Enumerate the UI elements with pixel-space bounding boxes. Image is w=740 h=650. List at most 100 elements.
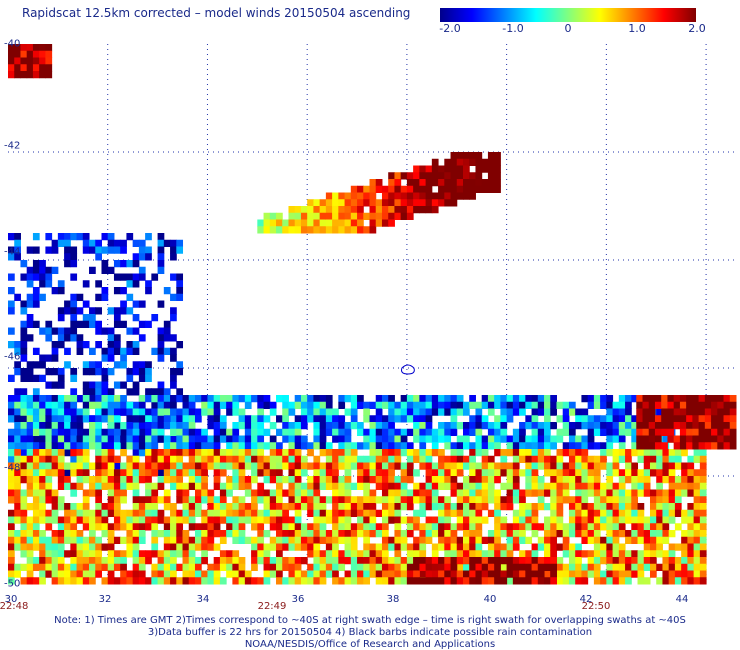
wind-cell — [674, 570, 682, 578]
wind-cell — [269, 462, 277, 470]
wind-cell — [600, 462, 607, 470]
wind-cell — [388, 503, 395, 511]
wind-cell — [363, 557, 371, 565]
wind-cell — [425, 570, 433, 578]
wind-cell — [257, 401, 265, 409]
wind-cell — [606, 428, 614, 436]
wind-cell — [113, 408, 121, 416]
wind-cell — [450, 152, 458, 160]
wind-cell — [57, 428, 65, 436]
wind-cell — [14, 516, 21, 524]
wind-cell — [32, 273, 40, 281]
wind-cell — [406, 428, 414, 436]
wind-cell — [699, 557, 707, 565]
wind-cell — [20, 449, 28, 457]
wind-cell — [89, 557, 96, 565]
wind-cell — [14, 476, 21, 484]
wind-cell — [251, 489, 258, 497]
wind-cell — [512, 476, 520, 484]
wind-cell — [375, 550, 383, 558]
wind-cell — [126, 260, 134, 268]
wind-cell — [294, 489, 302, 497]
wind-cell — [556, 516, 564, 524]
wind-cell — [550, 442, 557, 450]
wind-cell — [381, 543, 389, 551]
wind-cell — [381, 557, 389, 565]
wind-cell — [692, 428, 700, 436]
wind-cell — [693, 543, 701, 551]
wind-cell — [350, 206, 358, 214]
wind-cell — [600, 489, 607, 497]
wind-cell — [612, 557, 620, 565]
wind-cell — [600, 577, 607, 585]
wind-cell — [544, 523, 551, 531]
wind-cell — [656, 530, 663, 538]
wind-cell — [723, 408, 731, 416]
wind-cell — [95, 543, 102, 551]
wind-cell — [57, 536, 65, 544]
wind-cell — [519, 469, 526, 477]
wind-cell — [369, 179, 377, 187]
wind-cell — [375, 206, 383, 214]
wind-cell — [101, 388, 109, 396]
wind-cell — [120, 287, 127, 295]
wind-cell — [648, 442, 656, 450]
wind-cell — [531, 422, 539, 430]
wind-cell — [126, 368, 134, 376]
wind-cell — [369, 509, 377, 517]
wind-cell — [381, 435, 389, 443]
wind-cell — [388, 570, 395, 578]
lat-label: -46 — [4, 351, 21, 363]
wind-cell — [107, 462, 115, 470]
wind-cell — [692, 415, 700, 423]
wind-cell — [693, 489, 701, 497]
wind-cell — [244, 577, 252, 585]
wind-cell — [400, 192, 408, 200]
wind-cell — [194, 482, 202, 490]
wind-cell — [531, 543, 539, 551]
wind-cell — [636, 415, 644, 423]
wind-cell — [138, 550, 146, 558]
wind-cell — [201, 557, 208, 565]
wind-cell — [456, 557, 464, 565]
wind-cell — [26, 401, 34, 409]
wind-cell — [151, 401, 159, 409]
wind-cell — [45, 469, 53, 477]
wind-cell — [575, 557, 582, 565]
wind-cell — [369, 503, 377, 511]
wind-cell — [45, 401, 53, 409]
wind-cell — [729, 401, 737, 409]
wind-cell — [344, 422, 352, 430]
wind-cell — [126, 408, 134, 416]
wind-cell — [244, 536, 252, 544]
wind-cell — [450, 192, 458, 200]
colorbar-tick: 1.0 — [628, 22, 646, 35]
wind-cell — [662, 496, 670, 504]
wind-cell — [288, 503, 296, 511]
wind-cell — [463, 530, 470, 538]
wind-cell — [444, 482, 452, 490]
wind-cell — [500, 570, 508, 578]
wind-cell — [550, 469, 557, 477]
wind-cell — [456, 408, 464, 416]
wind-cell — [39, 428, 46, 436]
wind-cell — [120, 401, 127, 409]
wind-cell — [699, 577, 707, 585]
wind-cell — [70, 570, 78, 578]
wind-cell — [8, 557, 15, 565]
wind-cell — [207, 530, 215, 538]
wind-cell — [107, 530, 115, 538]
wind-cell — [57, 482, 65, 490]
wind-cell — [593, 428, 601, 436]
wind-cell — [711, 401, 718, 409]
wind-cell — [556, 557, 564, 565]
wind-cell — [325, 408, 333, 416]
wind-cell — [654, 415, 662, 423]
wind-cell — [500, 449, 508, 457]
wind-cell — [587, 557, 595, 565]
wind-cell — [182, 536, 190, 544]
wind-cell — [45, 280, 53, 288]
wind-cell — [176, 341, 184, 349]
wind-cell — [238, 563, 246, 571]
wind-cell — [612, 536, 620, 544]
